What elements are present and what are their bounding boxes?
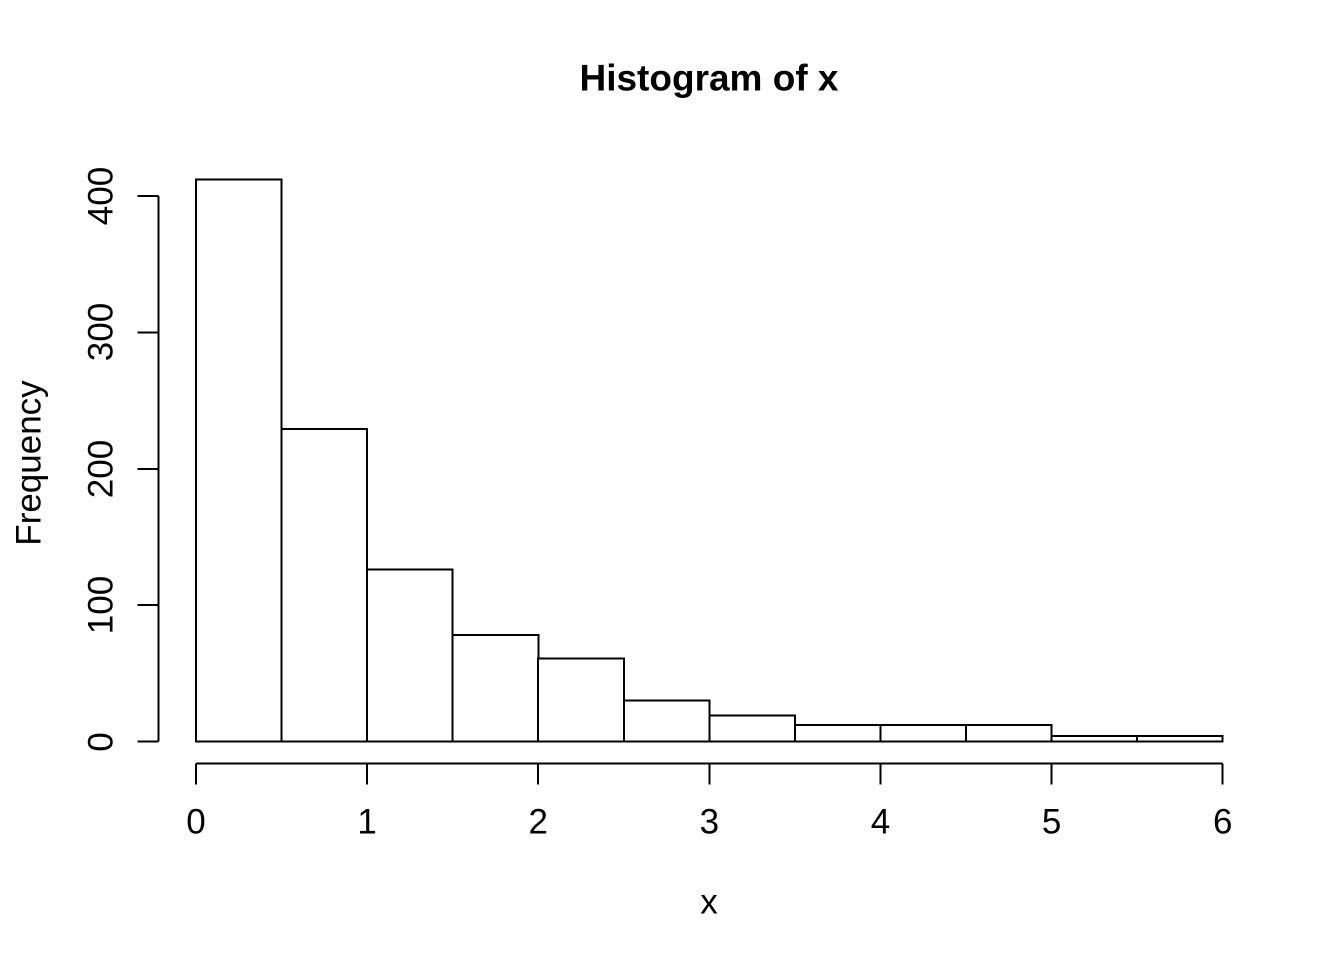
- histogram-bar: [1050, 735, 1139, 743]
- y-tick-label: 300: [81, 303, 121, 362]
- histogram-bar: [195, 178, 283, 743]
- histogram-bar: [622, 699, 711, 743]
- histogram-bar: [965, 724, 1053, 743]
- x-axis-label: x: [700, 882, 718, 922]
- histogram-bar: [451, 634, 540, 743]
- y-tick-label: 200: [81, 439, 121, 498]
- histogram-bar: [280, 428, 369, 743]
- x-tick-label: 4: [870, 802, 891, 842]
- y-tick-label: 100: [81, 575, 121, 635]
- histogram-bar: [1136, 735, 1224, 743]
- y-tick-label: 400: [81, 166, 121, 226]
- histogram-bar: [879, 724, 968, 743]
- y-axis-label: Frequency: [9, 380, 49, 546]
- y-tick-label: 0: [81, 731, 121, 752]
- chart-title: Histogram of x: [579, 57, 839, 99]
- histogram-bar: [537, 657, 625, 743]
- x-tick-label: 2: [528, 802, 548, 842]
- histogram-bar: [793, 724, 882, 743]
- histogram-bar: [708, 714, 797, 743]
- x-tick-label: 0: [186, 802, 206, 842]
- x-tick-label: 1: [357, 802, 377, 842]
- x-tick-label: 6: [1212, 802, 1233, 842]
- histogram-bar: [366, 568, 454, 743]
- x-tick-label: 5: [1041, 802, 1062, 842]
- x-tick-label: 3: [699, 802, 720, 842]
